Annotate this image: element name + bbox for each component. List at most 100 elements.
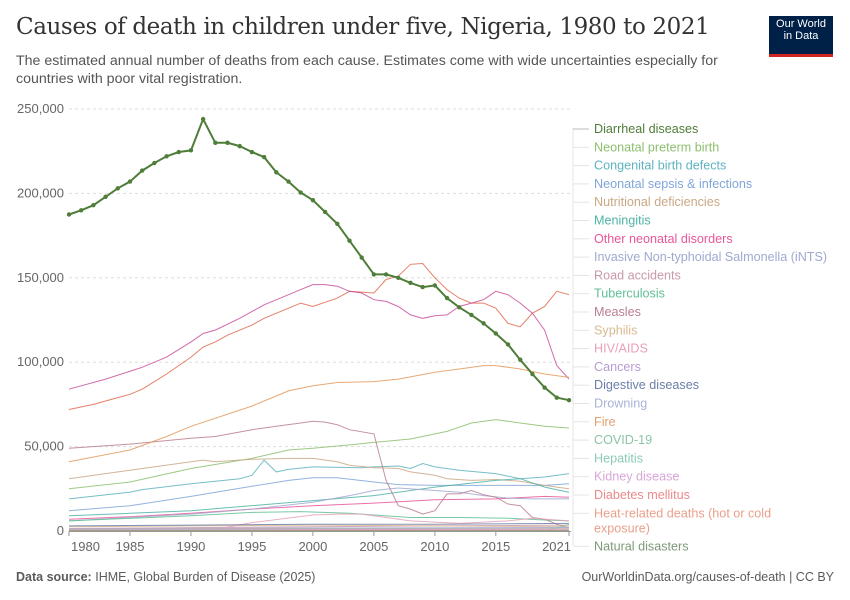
series-line-neonatal-preterm-birth[interactable] xyxy=(68,419,570,490)
x-tick-label: 1995 xyxy=(237,539,266,554)
series-line-unlabeled-24[interactable] xyxy=(68,284,570,390)
data-point[interactable] xyxy=(420,284,425,290)
x-tick-label: 2015 xyxy=(481,539,510,554)
legend-label[interactable]: HIV/AIDS xyxy=(594,342,648,356)
series-line-diarrheal-diseases[interactable] xyxy=(68,116,570,402)
legend-label[interactable]: Meningitis xyxy=(594,214,651,228)
legend-label[interactable]: Diarrheal diseases xyxy=(594,122,698,136)
data-point[interactable] xyxy=(371,272,377,277)
x-tick-label: 2005 xyxy=(359,539,388,554)
data-point[interactable] xyxy=(213,140,218,145)
legend-label[interactable]: Cancers xyxy=(594,360,641,374)
data-point[interactable] xyxy=(91,203,96,208)
data-point[interactable] xyxy=(139,168,145,173)
license-link[interactable]: OurWorldinData.org/causes-of-death | CC … xyxy=(581,570,834,584)
series-line-hiv-aids[interactable] xyxy=(68,513,570,531)
data-point[interactable] xyxy=(444,295,450,301)
data-point[interactable] xyxy=(432,283,438,288)
data-point[interactable] xyxy=(237,143,242,149)
legend-label[interactable]: Heat-related deaths (hot or cold exposur… xyxy=(594,506,771,535)
data-point[interactable] xyxy=(176,149,181,155)
data-point[interactable] xyxy=(469,312,474,318)
legend-label[interactable]: COVID-19 xyxy=(594,433,652,447)
y-tick-label: 0 xyxy=(57,523,64,538)
series-line-digestive-diseases[interactable] xyxy=(68,522,570,527)
data-point[interactable] xyxy=(408,280,413,286)
logo-line-1: Our World xyxy=(776,18,826,30)
legend-label[interactable]: Fire xyxy=(594,415,616,429)
data-point[interactable] xyxy=(103,194,108,199)
y-tick-label: 250,000 xyxy=(17,101,64,116)
series-line-unlabeled-23[interactable] xyxy=(68,262,570,410)
series-line-kidney-disease[interactable] xyxy=(68,528,570,531)
data-point[interactable] xyxy=(261,154,267,160)
x-tick-label: 2000 xyxy=(298,539,327,554)
legend-label[interactable]: Invasive Non-typhoidal Salmonella (iNTS) xyxy=(594,250,827,264)
legend-label[interactable]: Syphilis xyxy=(594,323,637,337)
series-line-congenital-birth-defects[interactable] xyxy=(68,459,570,500)
legend-label[interactable]: Hepatitis xyxy=(594,451,643,465)
data-point[interactable] xyxy=(225,140,230,145)
series-line-nutritional-deficiencies[interactable] xyxy=(68,457,570,490)
data-point[interactable] xyxy=(164,154,169,159)
data-point[interactable] xyxy=(66,212,72,217)
legend-label[interactable]: Drowning xyxy=(594,397,647,411)
data-source: Data source: IHME, Global Burden of Dise… xyxy=(16,570,315,584)
x-tick-label: 1985 xyxy=(116,539,145,554)
data-point[interactable] xyxy=(542,385,547,390)
legend-label[interactable]: Natural disasters xyxy=(594,539,689,553)
data-point[interactable] xyxy=(152,160,157,166)
data-point[interactable] xyxy=(457,305,462,310)
data-point[interactable] xyxy=(493,331,499,336)
data-point[interactable] xyxy=(298,190,303,195)
legend-label[interactable]: Other neonatal disorders xyxy=(594,232,733,246)
series-line-invasive-non-typhoidal-salmonella-ints-[interactable] xyxy=(68,487,569,522)
series-line-tuberculosis[interactable] xyxy=(68,511,570,522)
y-tick-label: 50,000 xyxy=(24,439,64,454)
legend-label[interactable]: Kidney disease xyxy=(594,470,679,484)
data-point[interactable] xyxy=(518,357,523,362)
data-point[interactable] xyxy=(322,209,328,215)
legend-label[interactable]: Congenital birth defects xyxy=(594,159,726,173)
legend-label[interactable]: Road accidents xyxy=(594,268,681,282)
logo-line-2: in Data xyxy=(783,30,819,42)
data-point[interactable] xyxy=(554,395,560,400)
chart-title: Causes of death in children under five, … xyxy=(16,14,710,40)
data-point[interactable] xyxy=(188,148,194,153)
legend-label-line: Heat-related deaths (hot or cold xyxy=(594,506,771,520)
legend-label[interactable]: Digestive diseases xyxy=(594,378,699,392)
legend-label[interactable]: Measles xyxy=(594,305,641,319)
data-point[interactable] xyxy=(335,221,340,226)
data-point[interactable] xyxy=(383,272,389,277)
series-line-drowning[interactable] xyxy=(68,527,570,529)
data-point[interactable] xyxy=(481,321,486,326)
series-line-other-neonatal-disorders[interactable] xyxy=(68,495,570,520)
legend-label[interactable]: Neonatal sepsis & infections xyxy=(594,177,752,191)
data-point[interactable] xyxy=(249,149,255,155)
data-point[interactable] xyxy=(286,179,291,184)
series-line-measles[interactable] xyxy=(68,420,570,529)
data-point[interactable] xyxy=(347,238,352,243)
series-line-syphilis[interactable] xyxy=(68,524,570,528)
legend-label[interactable]: Diabetes mellitus xyxy=(594,488,690,502)
legend-label[interactable]: Tuberculosis xyxy=(594,287,665,301)
data-point[interactable] xyxy=(274,170,279,175)
data-point[interactable] xyxy=(78,208,84,213)
series-line-unlabeled-25[interactable] xyxy=(68,365,570,463)
data-point[interactable] xyxy=(127,179,133,184)
data-point[interactable] xyxy=(505,342,511,347)
series-line-neonatal-sepsis-infections[interactable] xyxy=(68,477,570,512)
data-point[interactable] xyxy=(115,186,120,191)
data-point[interactable] xyxy=(566,397,572,403)
data-point[interactable] xyxy=(310,197,316,203)
data-point[interactable] xyxy=(359,255,364,260)
owid-logo[interactable]: Our World in Data xyxy=(769,16,833,57)
legend-label[interactable]: Neonatal preterm birth xyxy=(594,140,719,154)
data-point[interactable] xyxy=(396,275,401,280)
series-line-meningitis[interactable] xyxy=(68,478,570,517)
data-point[interactable] xyxy=(200,116,206,122)
data-point[interactable] xyxy=(530,371,535,377)
legend-label[interactable]: Nutritional deficiencies xyxy=(594,195,720,209)
y-tick-label: 200,000 xyxy=(17,185,64,200)
